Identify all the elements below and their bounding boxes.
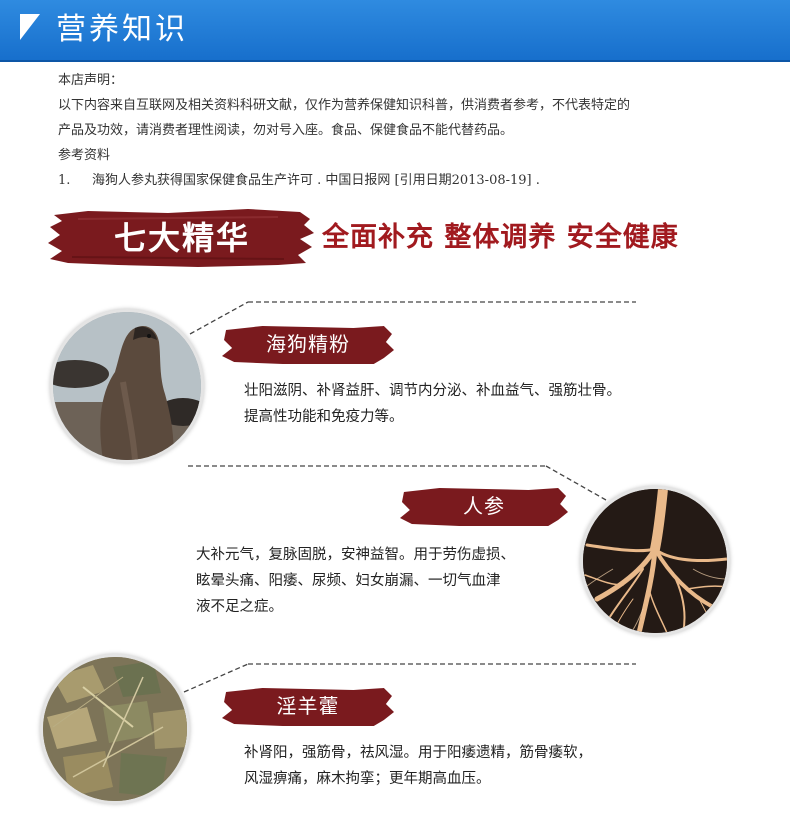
- reference-item: 1. 海狗人参丸获得国家保健食品生产许可 . 中国日报网 [引用日期2013-08…: [58, 168, 768, 193]
- section-title-seal: 海狗精粉: [266, 332, 350, 356]
- header-bar: 营养知识: [0, 0, 790, 62]
- seal-illustration: [53, 312, 201, 460]
- banner-title: 七大精华: [113, 219, 250, 257]
- epimedium-illustration: [43, 657, 187, 801]
- section-desc-epimedium: 补肾阳，强筋骨，祛风湿。用于阳痿遗精，筋骨痿软， 风湿痹痛，麻木拘挛；更年期高血…: [244, 740, 744, 792]
- desc-line: 提高性功能和免疫力等。: [244, 409, 404, 425]
- desc-line: 眩晕头痛、阳痿、尿频、妇女崩漏、一切气血津: [196, 573, 501, 589]
- tag-brush-1: [222, 326, 394, 364]
- epimedium-image: [40, 654, 190, 804]
- brush-banner: [48, 209, 314, 267]
- disclaimer-body-line1: 以下内容来自互联网及相关资料科研文献，仅作为营养保健知识科普，供消费者参考，不代…: [58, 98, 631, 113]
- disclaimer-body-line2: 产品及功效，请消费者理性阅读，勿对号入座。食品、保健食品不能代替药品。: [58, 123, 514, 138]
- section-title-epimedium: 淫羊藿: [276, 694, 340, 718]
- desc-line: 液不足之症。: [196, 599, 283, 615]
- seal-image: [50, 309, 204, 463]
- ginseng-image: [580, 486, 730, 636]
- reference-number: 1.: [58, 173, 71, 188]
- reference-heading: 参考资料: [58, 148, 111, 163]
- section-title-ginseng: 人参: [463, 494, 505, 518]
- ginseng-illustration: [583, 489, 727, 633]
- disclaimer-heading: 本店声明：: [58, 73, 124, 88]
- desc-line: 大补元气，复脉固脱，安神益智。用于劳伤虚损、: [196, 547, 515, 563]
- desc-line: 补肾阳，强筋骨，祛风湿。用于阳痿遗精，筋骨痿软，: [244, 745, 592, 761]
- reference-text: 海狗人参丸获得国家保健食品生产许可 . 中国日报网 [引用日期2013-08-1…: [92, 173, 540, 188]
- disclaimer-block: 本店声明： 以下内容来自互联网及相关资料科研文献，仅作为营养保健知识科普，供消费…: [58, 68, 768, 193]
- desc-line: 风湿痹痛，麻木拘挛；更年期高血压。: [244, 771, 491, 787]
- tag-brush-3: [222, 688, 394, 726]
- tag-brush-2: [400, 488, 568, 526]
- section-desc-ginseng: 大补元气，复脉固脱，安神益智。用于劳伤虚损、 眩晕头痛、阳痿、尿频、妇女崩漏、一…: [196, 542, 586, 620]
- page-title: 营养知识: [56, 12, 188, 47]
- corner-mark-icon: [20, 14, 40, 40]
- section-desc-seal: 壮阳滋阴、补肾益肝、调节内分泌、补血益气、强筋壮骨。 提高性功能和免疫力等。: [244, 378, 724, 430]
- desc-line: 壮阳滋阴、补肾益肝、调节内分泌、补血益气、强筋壮骨。: [244, 383, 621, 399]
- banner-slogan: 全面补充 整体调养 安全健康: [322, 222, 679, 253]
